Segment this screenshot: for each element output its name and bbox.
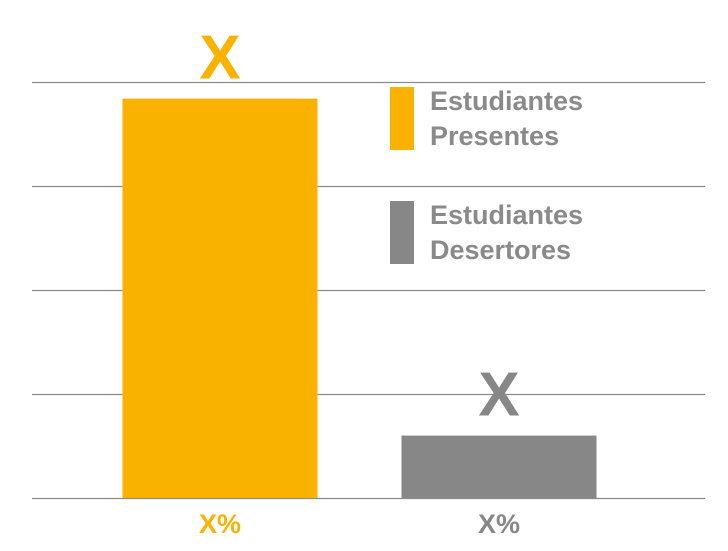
legend: Estudiantes Presentes Estudiantes Desert… <box>390 84 710 312</box>
legend-swatch-presentes <box>390 87 414 150</box>
legend-swatch-desertores <box>390 201 414 264</box>
bar-value-label: X <box>199 24 240 93</box>
legend-label-desertores: Estudiantes Desertores <box>430 198 690 268</box>
bar-value-label: X <box>478 361 519 430</box>
legend-item-desertores: Estudiantes Desertores <box>390 198 710 268</box>
bar-desertores <box>402 436 597 498</box>
legend-label-presentes: Estudiantes Presentes <box>430 84 690 154</box>
bar-category-label: X% <box>478 509 520 539</box>
bar-presentes <box>123 99 318 498</box>
legend-label-desertores-line2: Desertores <box>430 233 690 268</box>
bar-category-label: X% <box>199 509 241 539</box>
legend-label-presentes-line1: Estudiantes <box>430 84 690 119</box>
legend-label-presentes-line2: Presentes <box>430 119 690 154</box>
legend-label-desertores-line1: Estudiantes <box>430 198 690 233</box>
legend-item-presentes: Estudiantes Presentes <box>390 84 710 154</box>
